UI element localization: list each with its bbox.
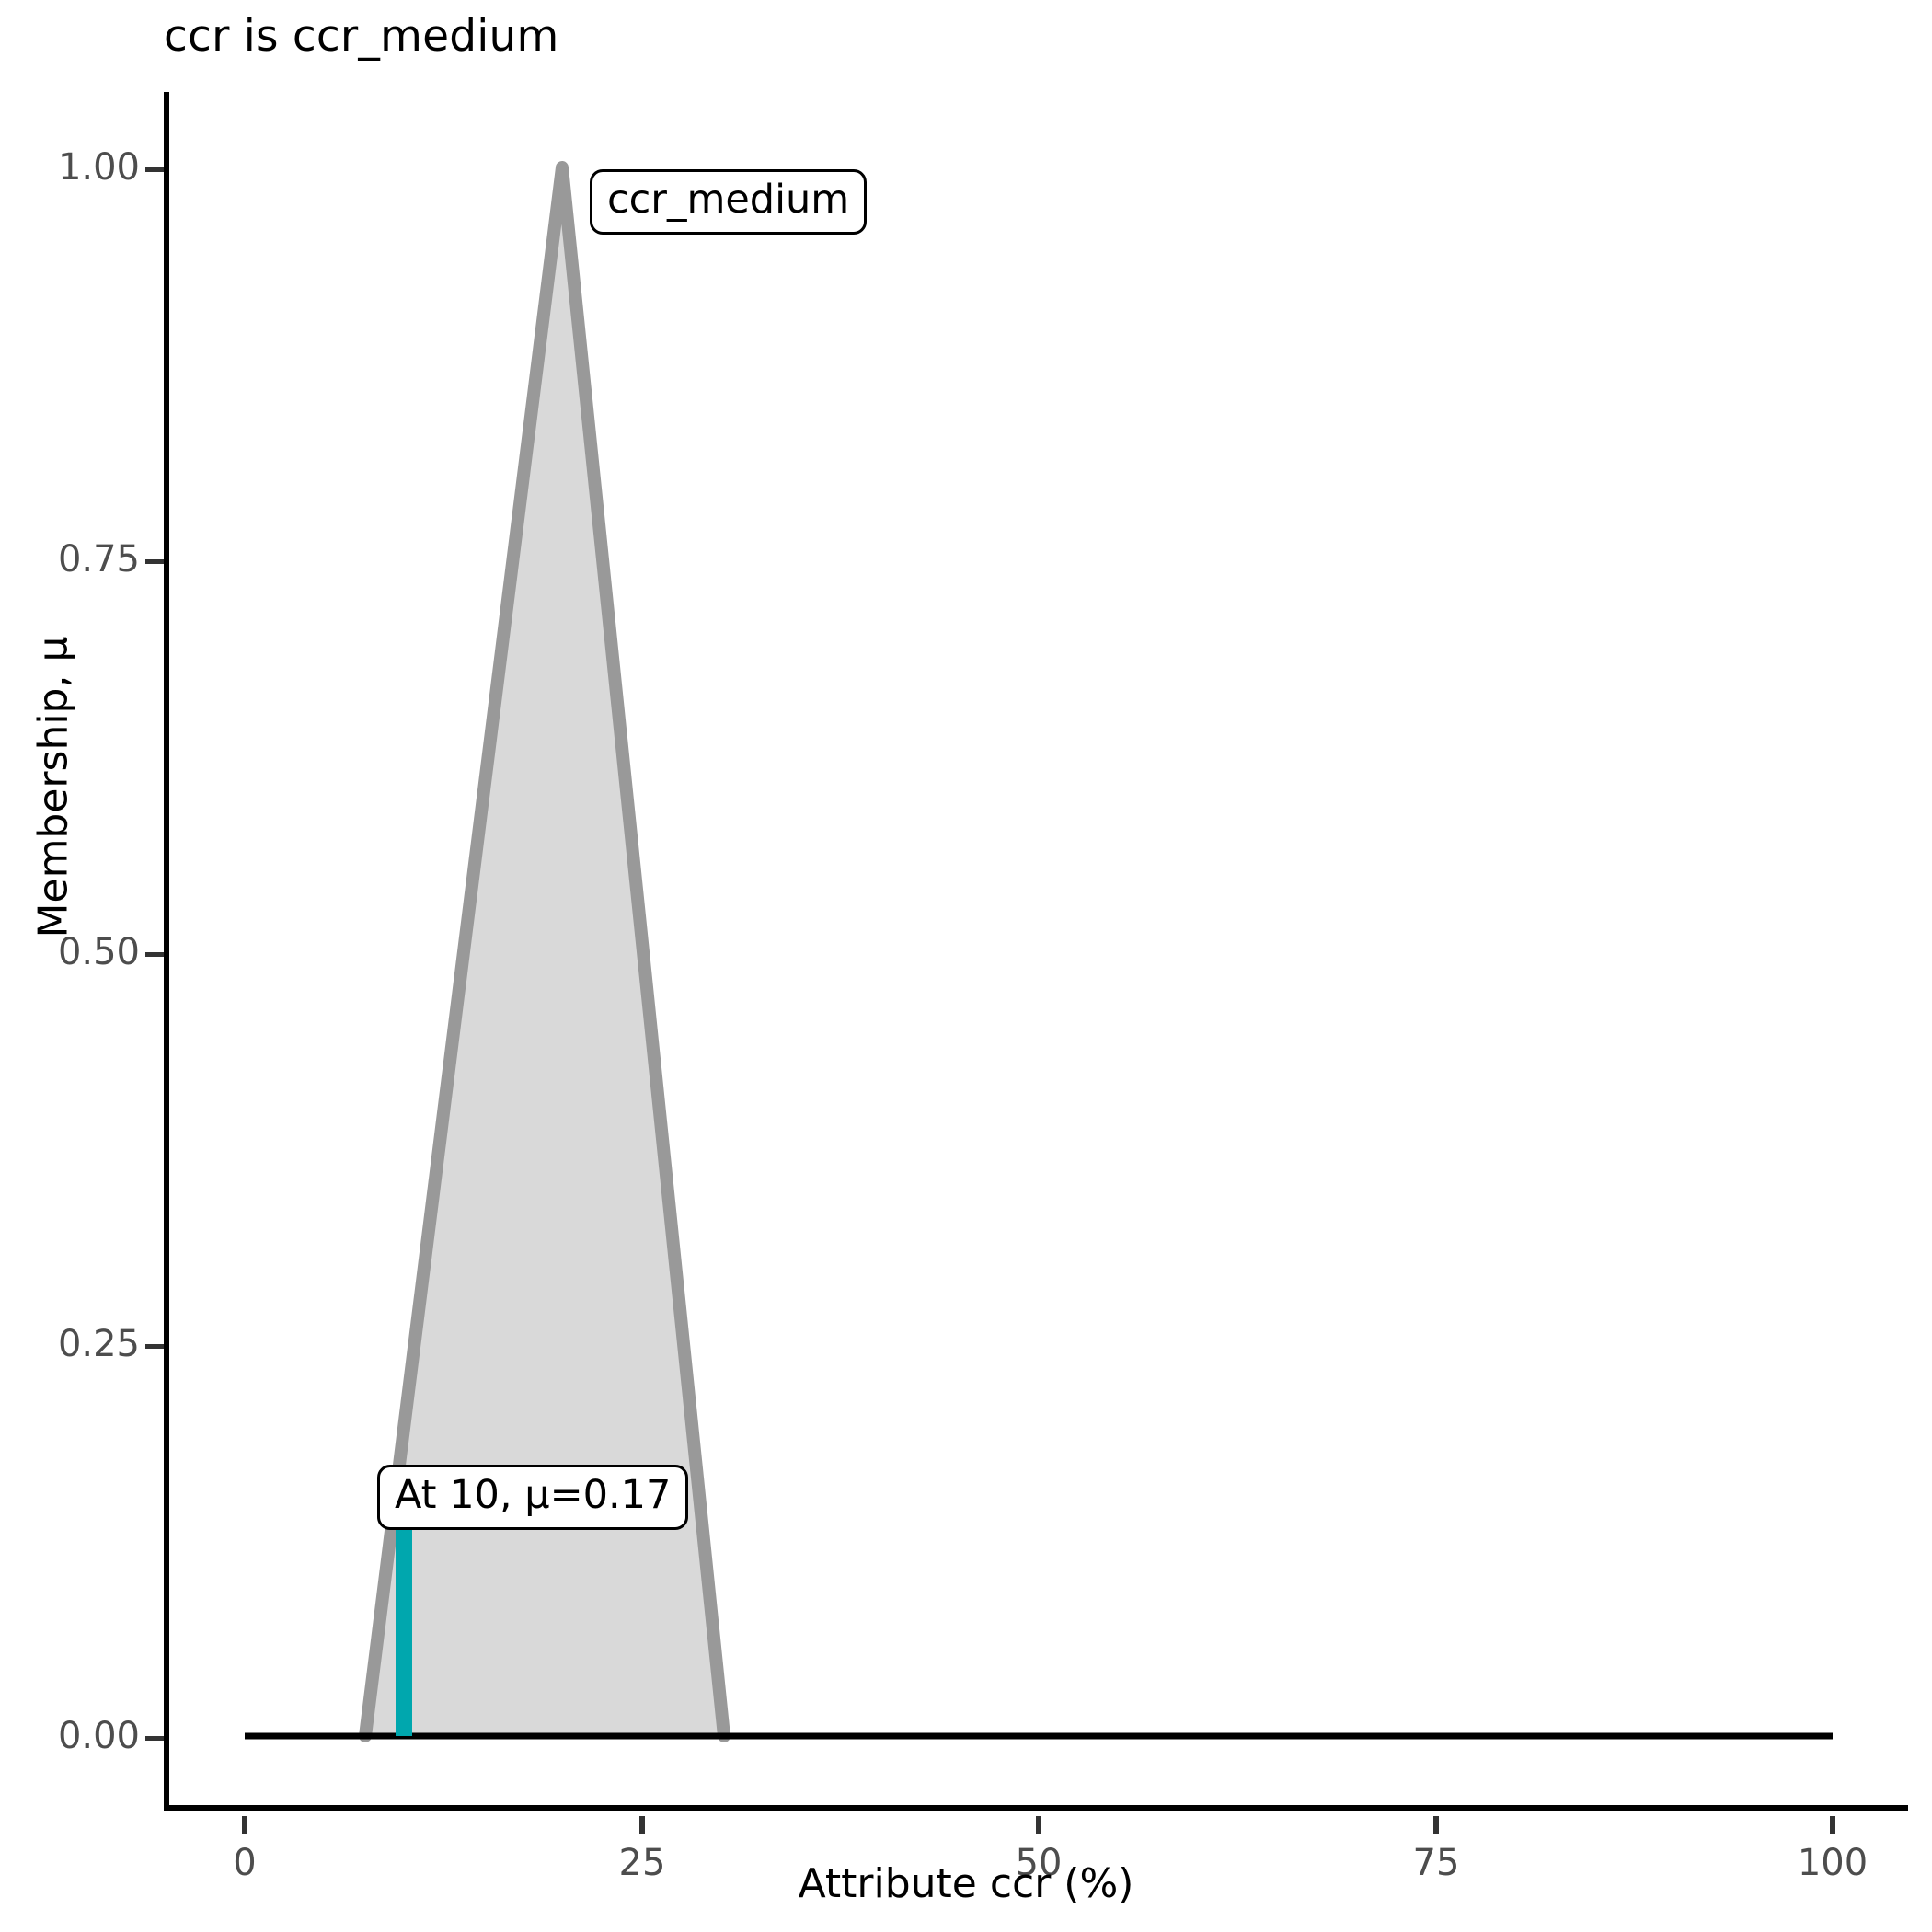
x-tick-mark: [1036, 1816, 1041, 1834]
y-axis-spine: [164, 92, 169, 1811]
x-tick-label: 100: [1797, 1842, 1869, 1884]
plot-area: 1.00 0.75 0.50 0.25 0.00 0 25 50: [58, 92, 1908, 1884]
page-title: ccr is ccr_medium: [164, 11, 559, 62]
y-tick-mark: [145, 167, 164, 172]
y-axis-title: Membership, μ: [29, 636, 77, 938]
y-tick-mark: [145, 952, 164, 957]
y-tick-label: 1.00: [57, 146, 140, 189]
y-tick-label: 0.00: [57, 1715, 140, 1757]
point-label-box: At 10, μ=0.17: [377, 1465, 689, 1531]
x-tick-mark: [242, 1816, 247, 1834]
x-tick-mark: [1433, 1816, 1439, 1834]
x-tick-label: 0: [233, 1842, 257, 1884]
set-label-box: ccr_medium: [590, 169, 868, 236]
y-tick-mark: [145, 559, 164, 564]
membership-fill: [365, 167, 724, 1736]
x-tick-mark: [639, 1816, 645, 1834]
y-tick-label: 0.25: [57, 1323, 140, 1365]
x-axis-spine: [164, 1805, 1908, 1811]
y-tick-mark: [145, 1736, 164, 1741]
x-tick-label: 75: [1412, 1842, 1460, 1884]
membership-line: [359, 161, 730, 1742]
x-tick-label: 25: [618, 1842, 666, 1884]
series-layer: [245, 161, 1833, 1742]
x-axis-title: Attribute ccr (%): [798, 1860, 1134, 1907]
y-tick-label: 0.50: [57, 931, 140, 973]
x-tick-label: 50: [1015, 1842, 1063, 1884]
y-tick-mark: [145, 1344, 164, 1349]
x-tick-mark: [1830, 1816, 1835, 1834]
y-tick-label: 0.75: [57, 538, 140, 581]
